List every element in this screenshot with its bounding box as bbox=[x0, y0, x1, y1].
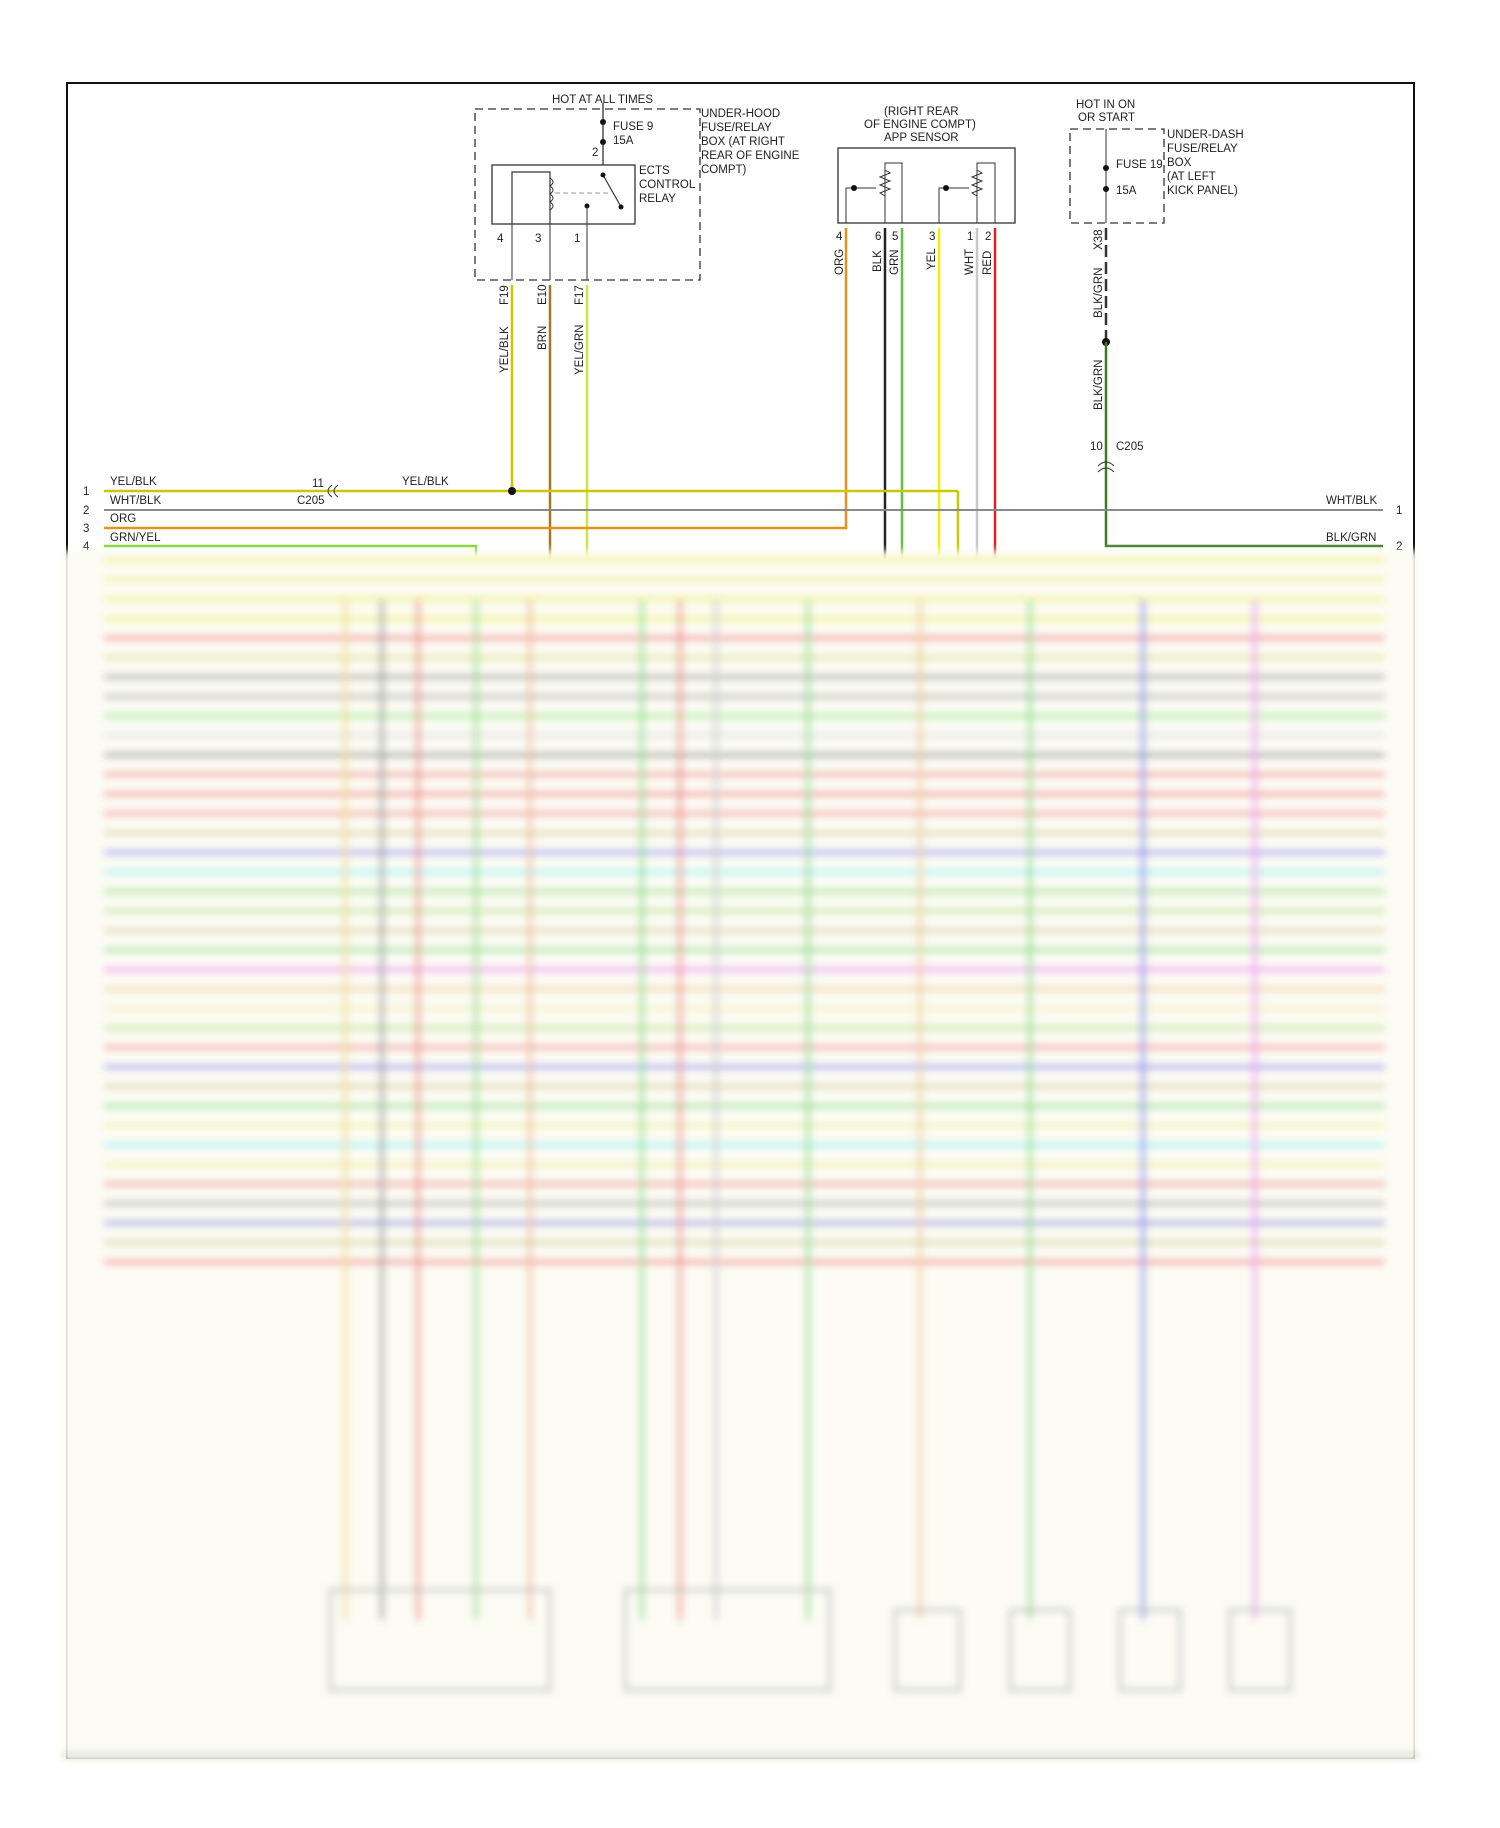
sensor-pin: 4 bbox=[836, 231, 843, 243]
connector-icon bbox=[1097, 461, 1115, 473]
fuse-terminal bbox=[600, 139, 606, 145]
box-label-line: UNDER-HOOD bbox=[701, 108, 780, 120]
c205-label: C205 bbox=[1116, 441, 1144, 453]
fuse-terminal bbox=[600, 119, 606, 125]
relay-coil-icon bbox=[549, 177, 554, 211]
blurred-component bbox=[1228, 1608, 1292, 1692]
row-label: WHT/BLK bbox=[1326, 495, 1377, 507]
blurred-component bbox=[623, 1588, 832, 1692]
box-label-line: COMPT) bbox=[701, 164, 747, 176]
box-label-line: REAR OF ENGINE bbox=[701, 150, 800, 162]
box-label-line: BOX bbox=[1167, 157, 1192, 169]
c205-pin: 11 bbox=[312, 478, 324, 490]
relay-label-line: ECTS bbox=[639, 165, 670, 177]
relay-label-line: CONTROL bbox=[639, 179, 696, 191]
fuse-9-label: FUSE 9 bbox=[613, 121, 653, 133]
sensor-label-line: (RIGHT REAR bbox=[884, 106, 959, 118]
hot-at-all-times-label: HOT AT ALL TIMES bbox=[552, 94, 653, 106]
blurred-region bbox=[62, 551, 1419, 1763]
blurred-component bbox=[328, 1588, 552, 1692]
row-label: YEL/BLK bbox=[110, 476, 157, 488]
wire-color-label: BLK/GRN bbox=[1093, 268, 1105, 319]
box-label-line: BOX (AT RIGHT bbox=[701, 136, 785, 148]
fuse-19-rating: 15A bbox=[1116, 185, 1137, 197]
box-label-line: KICK PANEL) bbox=[1167, 185, 1238, 197]
under-hood-fuse-box: HOT AT ALL TIMES FUSE 9 15A 2 UNDER-HOOD… bbox=[474, 94, 800, 281]
wire-blk-grn bbox=[1104, 342, 1383, 548]
box-label-line: (AT LEFT bbox=[1167, 171, 1216, 183]
wire-color-label: BLK/GRN bbox=[1093, 360, 1105, 411]
sensor-pin: 1 bbox=[967, 231, 973, 243]
hot-in-on-label: OR START bbox=[1078, 112, 1135, 124]
wire-color-label: BRN bbox=[537, 326, 549, 350]
wire-color-label: RED bbox=[982, 251, 994, 275]
box-label-line: UNDER-DASH bbox=[1167, 129, 1244, 141]
row-label: WHT/BLK bbox=[110, 495, 161, 507]
wire-color-label: YEL bbox=[926, 248, 938, 270]
row-number: 3 bbox=[83, 523, 89, 535]
blurred-component bbox=[1008, 1608, 1072, 1692]
relay-pin: 4 bbox=[497, 233, 504, 245]
connector-label: X38 bbox=[1093, 230, 1105, 250]
hot-in-on-label: HOT IN ON bbox=[1076, 99, 1135, 111]
sensor-pin: 3 bbox=[929, 231, 935, 243]
sensor-pin: 5 bbox=[892, 231, 898, 243]
blurred-component bbox=[893, 1608, 962, 1692]
ects-control-relay: ECTS CONTROL RELAY 4 3 1 bbox=[491, 164, 696, 280]
blurred-component bbox=[1118, 1608, 1182, 1692]
relay-pin: 3 bbox=[535, 233, 541, 245]
fuse-pin: 2 bbox=[592, 147, 598, 159]
relay-label-line: RELAY bbox=[639, 193, 676, 205]
sensor-label-line: OF ENGINE COMPT) bbox=[864, 119, 976, 131]
wire-color-label: GRN bbox=[889, 249, 901, 275]
row-number: 2 bbox=[1396, 541, 1402, 553]
wire-color-label: YEL/BLK bbox=[499, 326, 511, 373]
sensor-pin: 6 bbox=[875, 231, 881, 243]
potentiometer-icon bbox=[878, 169, 892, 197]
relay-pin: 1 bbox=[574, 233, 580, 245]
wire-color-label: YEL/BLK bbox=[402, 476, 449, 488]
box-label-line: FUSE/RELAY bbox=[701, 122, 772, 134]
splice-dot bbox=[508, 487, 516, 495]
row-number: 4 bbox=[83, 541, 90, 553]
wire-color-label: YEL/GRN bbox=[574, 325, 586, 376]
row-label: BLK/GRN bbox=[1326, 532, 1377, 544]
connector-label: F19 bbox=[499, 285, 511, 305]
fuse-9-rating: 15A bbox=[613, 135, 634, 147]
potentiometer-icon bbox=[970, 169, 984, 197]
box-label-line: FUSE/RELAY bbox=[1167, 143, 1238, 155]
connector-label: E10 bbox=[537, 285, 549, 305]
row-number: 1 bbox=[1396, 505, 1402, 517]
wire-color-label: BLK bbox=[872, 250, 884, 272]
relay-switch-icon bbox=[602, 174, 621, 206]
app-sensor: (RIGHT REAR OF ENGINE COMPT) APP SENSOR … bbox=[836, 106, 1016, 243]
connector-label: F17 bbox=[574, 285, 586, 305]
wire-color-label: WHT bbox=[964, 249, 976, 275]
row-number: 2 bbox=[83, 505, 89, 517]
connector-icon bbox=[327, 484, 339, 498]
c205-pin: 10 bbox=[1090, 441, 1103, 453]
sensor-pin: 2 bbox=[985, 231, 991, 243]
sensor-label-line: APP SENSOR bbox=[884, 132, 959, 144]
wire-color-label: ORG bbox=[834, 249, 846, 275]
wire-org bbox=[104, 228, 848, 530]
row-label: ORG bbox=[110, 513, 136, 525]
fuse-19-label: FUSE 19 bbox=[1116, 159, 1163, 171]
row-number: 1 bbox=[83, 486, 89, 498]
under-dash-fuse-box: HOT IN ON OR START FUSE 19 15A UNDER-DAS… bbox=[1069, 99, 1244, 224]
row-label: GRN/YEL bbox=[110, 532, 161, 544]
c205-label: C205 bbox=[297, 495, 325, 507]
